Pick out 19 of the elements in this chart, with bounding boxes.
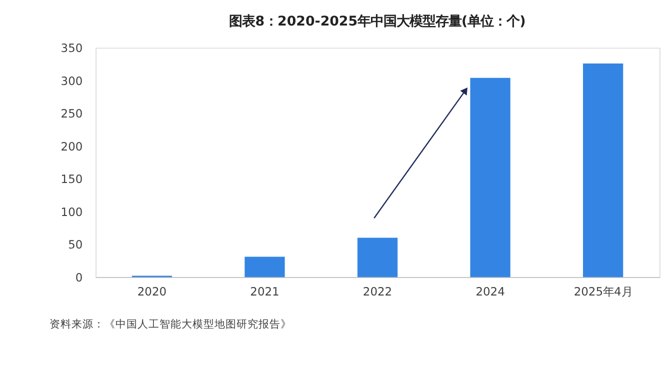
x-tick-label: 2021 — [250, 284, 280, 299]
bar — [244, 256, 285, 278]
x-tick-label: 2020 — [137, 284, 167, 299]
x-tick-label: 2024 — [476, 284, 505, 299]
chart-title: 图表8：2020-2025年中国大模型存量(单位：个) — [229, 14, 526, 30]
bar — [470, 78, 510, 278]
y-tick-label: 150 — [60, 172, 83, 186]
bar — [582, 63, 624, 278]
y-tick-label: 350 — [60, 41, 83, 56]
x-tick-label: 2025年4月 — [574, 284, 632, 299]
y-tick-label: 0 — [75, 270, 83, 284]
text: 资料来源：《中国人工智能大模型地图研究报告》 — [50, 318, 292, 331]
bar — [357, 238, 398, 278]
y-tick-label: 200 — [60, 139, 83, 154]
y-tick-label: 100 — [60, 204, 83, 219]
y-tick-label: 300 — [60, 74, 83, 88]
x-tick-label: 2022 — [362, 284, 392, 299]
y-tick-label: 250 — [60, 106, 83, 121]
y-tick-label: 50 — [68, 238, 83, 252]
